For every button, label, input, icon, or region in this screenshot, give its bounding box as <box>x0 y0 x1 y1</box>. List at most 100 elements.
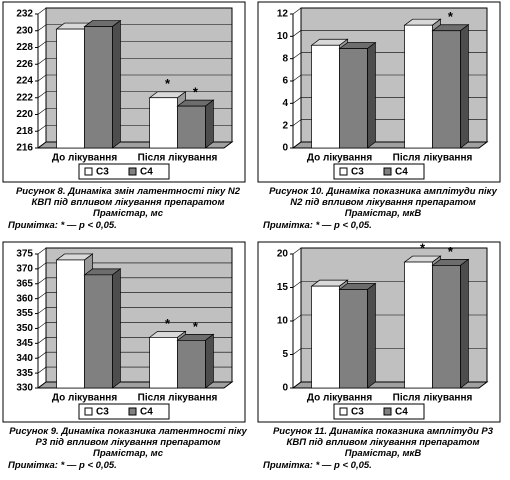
legend-box <box>78 403 170 420</box>
x-tick-label: До лікування <box>307 153 372 164</box>
y-tick-label: 15 <box>277 282 289 293</box>
legend-label: С4 <box>395 167 408 178</box>
y-tick-label: 20 <box>277 249 289 260</box>
y-tick-label: 218 <box>16 126 33 137</box>
y-tick-label: 6 <box>282 76 288 87</box>
x-tick-label: Після лікування <box>393 393 473 404</box>
x-tick-label: Після лікування <box>393 153 473 164</box>
significance-mark: * <box>420 240 426 255</box>
grid-line <box>292 247 487 255</box>
y-tick-label: 340 <box>16 353 33 364</box>
legend-label: С4 <box>140 167 153 178</box>
bar <box>339 289 368 389</box>
legend-label: С3 <box>351 167 364 178</box>
y-tick-label: 330 <box>16 383 33 394</box>
legend-label: С3 <box>96 407 109 418</box>
bar <box>311 285 340 389</box>
note: Примітка: * — p < 0,05. <box>263 220 372 231</box>
legend-label: С3 <box>351 407 364 418</box>
bar <box>56 28 85 149</box>
bar <box>404 261 433 389</box>
legend-label: С4 <box>140 407 153 418</box>
legend-swatch <box>339 167 348 176</box>
y-tick-label: 375 <box>16 249 33 260</box>
bar-side <box>460 258 469 389</box>
note: Примітка: * — p < 0,05. <box>8 460 117 471</box>
legend-swatch <box>339 407 348 416</box>
grid-line <box>37 41 232 48</box>
legend-label: С4 <box>395 407 408 418</box>
y-tick-label: 350 <box>16 323 33 334</box>
bar-side <box>205 99 214 149</box>
grid-line <box>37 24 232 31</box>
legend-box <box>78 163 170 180</box>
y-tick-label: 0 <box>282 383 288 394</box>
caption: Рисунок 11. Динаміка показника амплітуди… <box>272 426 494 459</box>
y-tick-label: 216 <box>16 143 33 154</box>
grid-line <box>37 322 232 329</box>
y-tick-label: 370 <box>16 264 33 275</box>
bar <box>84 26 113 149</box>
caption: Рисунок 9. Динаміка показника латентност… <box>9 426 247 459</box>
note: Примітка: * — p < 0,05. <box>8 220 117 231</box>
legend-swatch <box>383 407 392 416</box>
bar <box>56 259 85 389</box>
x-tick-label: Після лікування <box>138 153 218 164</box>
legend-swatch <box>383 167 392 176</box>
y-tick-label: 230 <box>16 25 33 36</box>
bar <box>149 337 178 389</box>
bar <box>149 97 178 149</box>
y-tick-label: 10 <box>277 316 289 327</box>
y-tick-label: 2 <box>282 120 288 131</box>
bar <box>311 44 340 149</box>
y-tick-label: 4 <box>282 98 288 109</box>
y-tick-label: 12 <box>277 9 289 20</box>
note: Примітка: * — p < 0,05. <box>263 460 372 471</box>
x-tick-label: До лікування <box>52 393 117 404</box>
y-tick-label: 365 <box>16 278 33 289</box>
bar-side <box>112 19 121 149</box>
grid-line <box>37 292 232 299</box>
y-tick-label: 8 <box>282 53 288 64</box>
bar <box>432 265 461 389</box>
grid-line <box>37 277 232 285</box>
grid-line <box>37 57 232 65</box>
y-tick-label: 226 <box>16 59 33 70</box>
bar-side <box>112 268 121 389</box>
legend-swatch <box>128 407 137 416</box>
y-tick-label: 228 <box>16 42 33 53</box>
legend-swatch <box>84 407 93 416</box>
significance-mark: * <box>448 244 454 259</box>
y-tick-label: 355 <box>16 308 33 319</box>
y-tick-label: 360 <box>16 293 33 304</box>
y-tick-label: 345 <box>16 338 33 349</box>
y-tick-label: 222 <box>16 92 33 103</box>
bar-side <box>460 24 469 149</box>
y-tick-label: 232 <box>16 9 33 20</box>
x-tick-label: Після лікування <box>138 393 218 404</box>
bar <box>404 24 433 149</box>
bar <box>177 105 206 149</box>
grid-line <box>37 307 232 314</box>
y-tick-label: 5 <box>282 349 288 360</box>
grid-line <box>37 247 232 255</box>
grid-line <box>37 7 232 15</box>
x-tick-label: До лікування <box>307 393 372 404</box>
bar-side <box>205 333 214 389</box>
grid-line <box>37 74 232 82</box>
caption: Рисунок 10. Динаміка показника амплітуди… <box>269 186 497 219</box>
significance-mark: * <box>448 9 454 24</box>
caption: Рисунок 8. Динаміка змін латентності пік… <box>15 186 241 219</box>
significance-mark: * <box>193 319 199 334</box>
y-tick-label: 0 <box>282 143 288 154</box>
grid-line <box>37 262 232 270</box>
legend-swatch <box>84 167 93 176</box>
y-tick-label: 10 <box>277 31 289 42</box>
legend-box <box>333 163 425 180</box>
bar <box>432 30 461 149</box>
significance-mark: * <box>193 85 199 100</box>
legend-box <box>333 403 425 420</box>
bar <box>177 340 206 389</box>
